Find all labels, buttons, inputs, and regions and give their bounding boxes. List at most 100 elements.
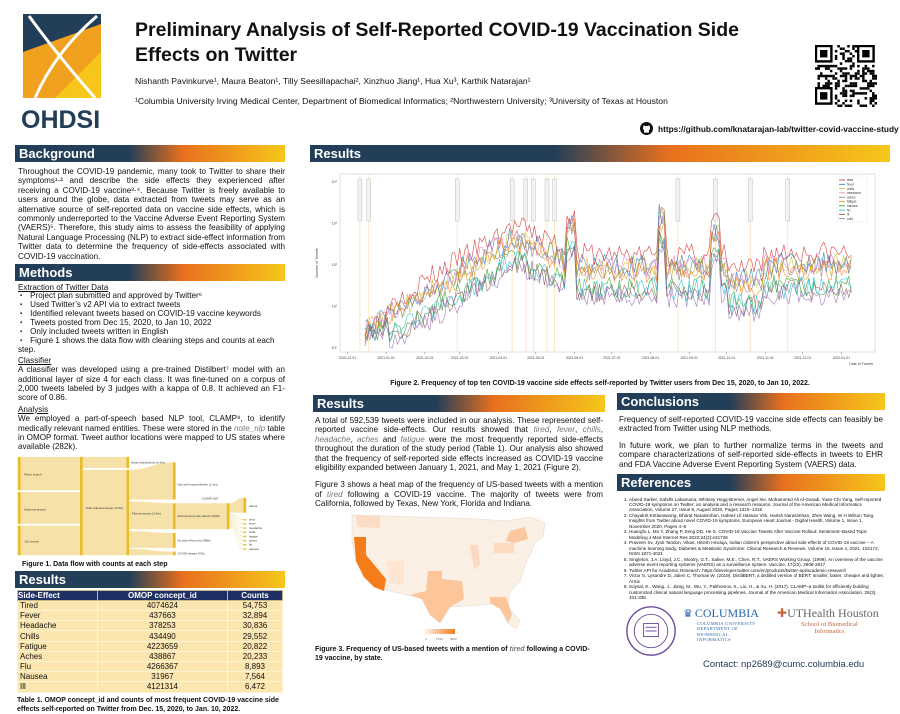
sankey-flow xyxy=(229,524,244,545)
text-run: A total of 592,539 tweets were included … xyxy=(315,416,603,435)
table-cell: Fever xyxy=(17,610,98,622)
results-heading: Results xyxy=(313,395,605,412)
table-cell: Chills xyxy=(17,630,98,642)
table-row: Fatigue 4223659 20,822 xyxy=(17,640,283,652)
emphasis: chills xyxy=(582,425,601,435)
references-heading: References xyxy=(617,474,885,492)
sankey-node xyxy=(243,544,247,546)
x-tick-label: 2021-05-01 xyxy=(527,356,544,360)
state-borders xyxy=(352,518,540,606)
sankey-flow xyxy=(19,456,80,491)
sankey-flow xyxy=(229,526,244,550)
sankey-flow xyxy=(229,517,244,529)
sankey-flow xyxy=(19,525,80,556)
methods-heading: Methods xyxy=(15,264,285,282)
series-line-fatigue xyxy=(364,219,852,343)
table-cell: 30,836 xyxy=(227,620,283,632)
affiliations: ¹Columbia University Irving Medical Cent… xyxy=(135,96,668,106)
x-tick-label: 2021-02-01 xyxy=(416,356,433,360)
sankey-label: nausea xyxy=(249,547,259,551)
sankey-flow xyxy=(129,531,173,548)
table-cell: 6,472 xyxy=(227,681,283,693)
event-annotation-box xyxy=(713,178,718,222)
sankey-label: J&J search xyxy=(24,539,39,543)
text-run: , xyxy=(350,434,357,444)
table-cell: 4223659 xyxy=(96,640,229,652)
emphasis: note_nlp xyxy=(234,423,266,433)
figure1-caption: Figure 1. Data flow with counts at each … xyxy=(22,560,168,568)
qr-finder xyxy=(857,45,875,63)
reference-item: Soysal, E., Wang, J., Jiang, M., Wu, Y.,… xyxy=(629,584,885,600)
table-row: Aches 438867 20,233 xyxy=(17,650,283,663)
table-cell: Headache xyxy=(17,620,98,632)
sankey-node xyxy=(17,456,21,491)
legend-label: cold xyxy=(847,217,853,221)
sankey-flow xyxy=(229,497,244,513)
sankey-flow xyxy=(82,469,127,556)
x-tick-label: 2021-10-01 xyxy=(718,356,735,360)
sankey-label: flu xyxy=(249,543,252,547)
sankey-label: News articles/bots (0.4m) xyxy=(131,460,165,464)
extraction-title: Extraction of Twitter Data xyxy=(18,283,109,293)
columbia-subtitle: COLUMBIA UNIVERSITY DEPARTMENT OF BIOMED… xyxy=(697,620,756,643)
table-cell: 8,893 xyxy=(227,660,283,673)
right-column: Conclusions Frequency of self-reported C… xyxy=(617,393,887,670)
contact: Contact: np2689@cumc.columbia.edu xyxy=(703,658,865,670)
github-url[interactable]: https://github.com/knatarajan-lab/twitte… xyxy=(658,123,899,134)
table-row: Fever 437663 32,894 xyxy=(17,610,283,622)
sankey-label: COVID-related (70k) xyxy=(178,551,205,555)
references-list: Abeed Sarker, Sahithi Lakamana, Whitney … xyxy=(617,497,885,601)
middle-column: Results A total of 592,539 tweets were i… xyxy=(313,395,605,663)
column-header: Counts xyxy=(227,589,283,601)
series-line-aches xyxy=(364,210,852,339)
event-annotation-box xyxy=(748,178,753,222)
sankey-label: fever xyxy=(249,522,256,526)
classifier-title: Classifier xyxy=(18,355,52,365)
sankey-flow xyxy=(129,548,173,556)
y-tick-label: 10³ xyxy=(332,222,338,226)
emphasis: fatigue xyxy=(400,434,425,444)
y-tick-label: 10⁰ xyxy=(332,346,338,350)
x-tick-label: 2021-06-01 xyxy=(566,356,583,360)
sankey-flow xyxy=(229,515,244,525)
table-cell: Nausea xyxy=(17,671,98,683)
sankey-node xyxy=(226,503,230,530)
y-tick-label: 10² xyxy=(332,263,338,267)
state-new-york xyxy=(506,526,528,543)
sankey-flow xyxy=(129,462,173,500)
x-tick-label: 2021-11-01 xyxy=(757,356,774,360)
state-pennsylvania xyxy=(494,542,514,553)
x-tick-label: 2020-12-01 xyxy=(339,356,356,360)
sankey-node xyxy=(243,531,247,533)
series-line-headache xyxy=(364,215,852,337)
table-cell: Ill xyxy=(17,681,98,693)
sankey-node xyxy=(243,497,247,513)
qr-code[interactable] xyxy=(815,45,877,107)
text-run: following a COVID-19 vaccine. The majori… xyxy=(315,489,603,509)
sankey-label: Pfizer search xyxy=(24,472,42,476)
uthealth-logo: ✚UTHealth Houston School of Biomedical I… xyxy=(777,606,887,635)
x-tick-label: 2021-01-01 xyxy=(377,356,394,360)
sankey-node xyxy=(172,551,176,556)
x-axis-label: Date of Tweets xyxy=(849,362,873,366)
reference-item: Huangfu L, Mo Y, Zhang P, Zeng DD, He S.… xyxy=(629,529,885,539)
legend-label: fatigue xyxy=(847,200,857,204)
text-run: Figure 3 shows a heat map of the frequen… xyxy=(315,480,603,499)
bullet: Used Twitter’s v2 API via to extract twe… xyxy=(18,300,285,310)
bullet: Figure 1 shows the data flow with cleani… xyxy=(18,336,285,355)
series-line-tired xyxy=(364,206,852,339)
state-california xyxy=(354,536,386,591)
text-run: , xyxy=(600,425,604,435)
analysis-text: We employed a part-of-speech based NLP t… xyxy=(18,414,285,452)
sankey-flow xyxy=(229,520,244,537)
column-header: OMOP concept_id xyxy=(96,589,229,601)
analysis-title: Analysis xyxy=(18,404,49,414)
github-link[interactable]: https://github.com/knatarajan-lab/twitte… xyxy=(640,122,899,135)
emphasis: tired xyxy=(533,425,550,435)
sankey-flow xyxy=(129,501,173,530)
table-cell: Aches xyxy=(17,650,98,663)
state-florida xyxy=(490,596,512,623)
background-text: Throughout the COVID-19 pandemic, many t… xyxy=(18,167,285,261)
sankey-node xyxy=(126,469,130,556)
table-cell: 378253 xyxy=(96,620,229,632)
